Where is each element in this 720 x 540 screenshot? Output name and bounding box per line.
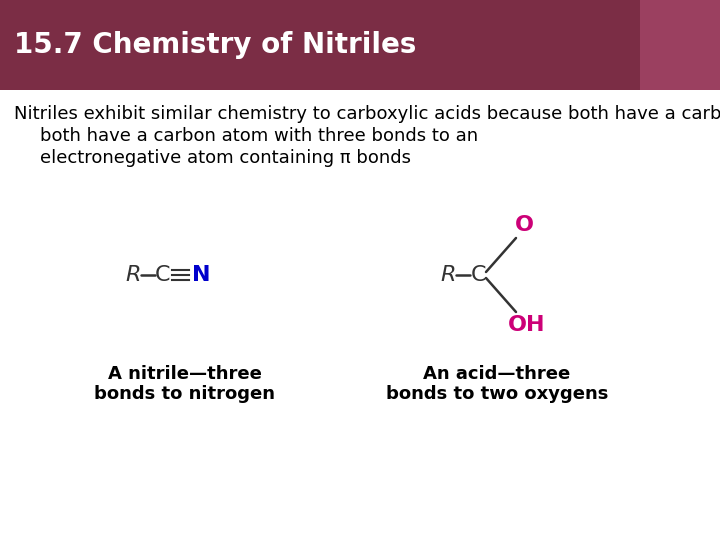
FancyBboxPatch shape [0, 0, 720, 90]
FancyBboxPatch shape [640, 0, 720, 90]
Text: C: C [470, 265, 486, 285]
Text: Nitriles exhibit similar chemistry to carboxylic acids because both have a carbo: Nitriles exhibit similar chemistry to ca… [14, 105, 720, 123]
Text: An acid—three: An acid—three [423, 365, 571, 383]
Text: O: O [515, 215, 534, 235]
Text: R: R [125, 265, 140, 285]
Text: bonds to nitrogen: bonds to nitrogen [94, 385, 276, 403]
Text: OH: OH [508, 315, 546, 335]
Text: A nitrile—three: A nitrile—three [108, 365, 262, 383]
Text: electronegative atom containing π bonds: electronegative atom containing π bonds [40, 149, 411, 167]
Text: bonds to two oxygens: bonds to two oxygens [386, 385, 608, 403]
Text: N: N [192, 265, 210, 285]
Text: C: C [156, 265, 171, 285]
Text: both have a carbon atom with three bonds to an: both have a carbon atom with three bonds… [40, 127, 478, 145]
Text: 15.7 Chemistry of Nitriles: 15.7 Chemistry of Nitriles [14, 31, 416, 59]
Text: R: R [440, 265, 456, 285]
